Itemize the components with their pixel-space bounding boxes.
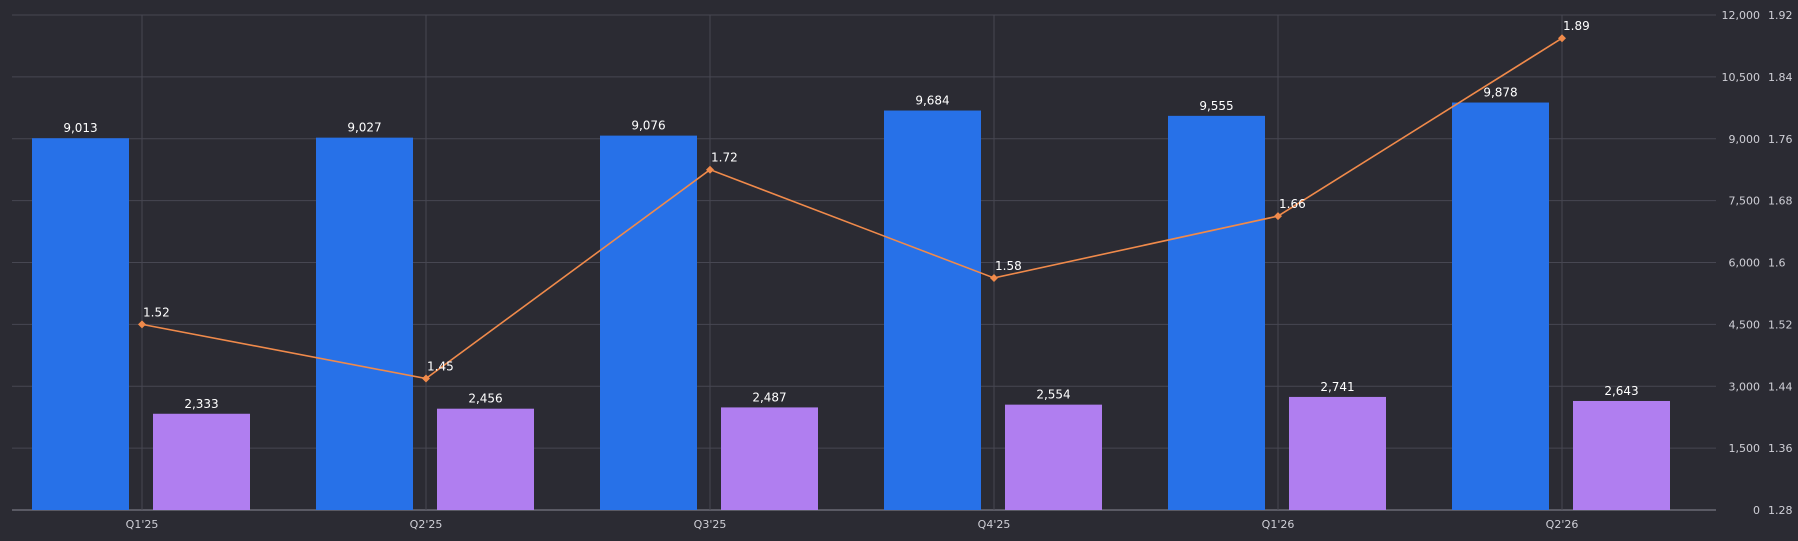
line-series-path — [141, 37, 1563, 380]
right-axis-tick-label: 1.92 — [1768, 9, 1793, 22]
bar-data-label: 9,027 — [347, 121, 381, 135]
axis-layer: 0 1,500 3,000 4,500 6,000 7,500 9,000 10,500 12,… — [126, 9, 1793, 531]
bar-data-label: 2,554 — [1036, 388, 1070, 402]
bar-series-2-q425 — [1005, 404, 1102, 510]
bar-data-label: 2,333 — [184, 397, 218, 411]
bar-data-label: 2,487 — [752, 390, 786, 404]
bar-data-label: 2,456 — [468, 392, 502, 406]
bar-data-label: 2,643 — [1604, 384, 1638, 398]
line-layer — [138, 34, 1566, 383]
bar-series-2-q225 — [437, 408, 534, 510]
bar-series-2-q325 — [721, 407, 818, 510]
bar-series-1-q225 — [316, 137, 413, 511]
bar-series-2-q125 — [153, 413, 250, 510]
line-data-label: 1.66 — [1279, 197, 1306, 211]
line-point-marker — [1558, 34, 1566, 43]
bar-series-1-q226 — [1452, 102, 1549, 510]
bar-data-label: 9,878 — [1483, 86, 1517, 100]
right-axis-tick-label: 1.52 — [1768, 318, 1793, 331]
left-axis-tick-label: 10,500 — [1722, 71, 1761, 84]
bar-series-2-q226 — [1573, 400, 1670, 510]
line-point-marker — [1274, 212, 1282, 221]
x-axis-tick-label: Q1'26 — [1262, 518, 1295, 531]
right-axis-tick-label: 1.68 — [1768, 195, 1793, 208]
left-axis-tick-label: 3,000 — [1729, 380, 1761, 393]
bars-layer — [32, 102, 1670, 511]
right-axis-tick-label: 1.36 — [1768, 442, 1793, 455]
right-axis-tick-label: 1.44 — [1768, 380, 1793, 393]
x-axis-tick-label: Q1'25 — [126, 518, 159, 531]
right-axis-tick-label: 1.84 — [1768, 71, 1793, 84]
bar-series-1-q125 — [32, 138, 129, 510]
labels-layer: 9,013 9,027 9,076 9,684 9,555 9,878 2,333 2,456… — [63, 19, 1638, 411]
right-axis-tick-label: 1.28 — [1768, 504, 1793, 517]
left-axis-tick-label: 6,000 — [1729, 257, 1761, 270]
bar-data-label: 9,684 — [915, 94, 949, 108]
line-data-label: 1.72 — [711, 151, 738, 165]
bar-data-label: 9,076 — [631, 119, 665, 133]
right-axis-tick-label: 1.76 — [1768, 133, 1793, 146]
grid-layer — [12, 14, 1716, 511]
line-point-marker — [138, 320, 146, 329]
line-data-label: 1.89 — [1563, 19, 1590, 33]
line-data-label: 1.58 — [995, 259, 1022, 273]
line-point-marker — [706, 165, 714, 174]
x-axis-tick-label: Q4'25 — [978, 518, 1011, 531]
bar-data-label: 9,013 — [63, 121, 97, 135]
left-axis-tick-label: 4,500 — [1729, 318, 1761, 331]
left-axis-tick-label: 1,500 — [1729, 442, 1761, 455]
left-axis-tick-label: 12,000 — [1722, 9, 1761, 22]
bar-series-1-q425 — [884, 110, 981, 510]
bar-series-1-q325 — [600, 135, 697, 511]
bar-series-1-q126 — [1168, 115, 1265, 510]
left-axis-tick-label: 9,000 — [1729, 133, 1761, 146]
x-axis-tick-label: Q2'25 — [410, 518, 443, 531]
left-axis-tick-label: 7,500 — [1729, 195, 1761, 208]
right-axis-tick-label: 1.6 — [1768, 257, 1786, 270]
bar-data-label: 9,555 — [1199, 99, 1233, 113]
bar-series-2-q126 — [1289, 396, 1386, 510]
line-point-marker — [422, 374, 430, 383]
bar-data-label: 2,741 — [1320, 380, 1354, 394]
x-axis-tick-label: Q2'26 — [1546, 518, 1579, 531]
line-data-label: 1.52 — [143, 305, 170, 319]
line-data-label: 1.45 — [427, 360, 454, 374]
left-axis-tick-label: 0 — [1753, 504, 1760, 517]
line-point-marker — [990, 273, 998, 282]
x-axis-tick-label: Q3'25 — [694, 518, 727, 531]
